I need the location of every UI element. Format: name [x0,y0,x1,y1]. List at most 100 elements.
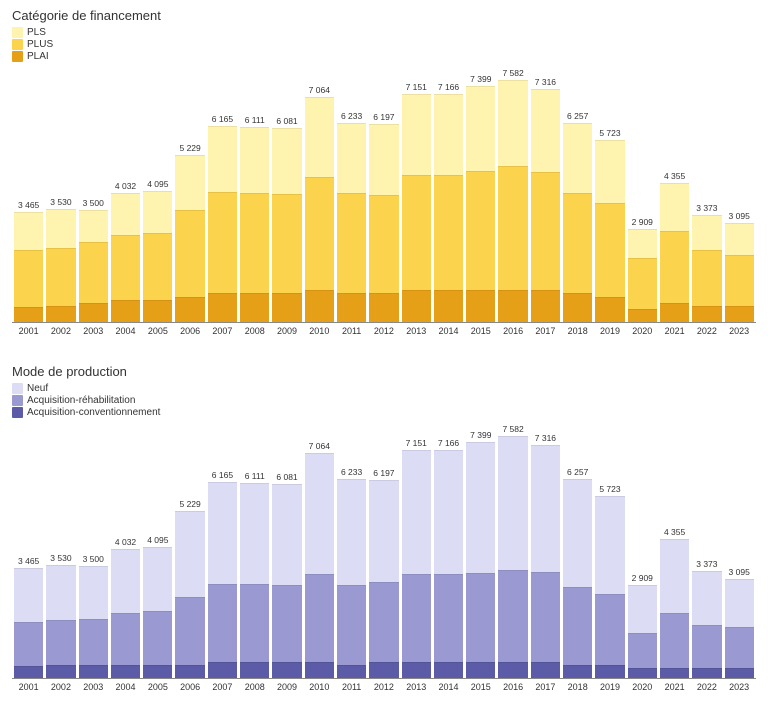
bar-segment [628,585,657,633]
bar-segment [466,171,495,290]
bar-segment [595,496,624,595]
bar-segment [79,242,108,303]
x-tick: 2022 [692,326,721,336]
bar-segment [563,479,592,587]
bar-group: 6 081 [272,484,301,678]
x-tick: 2002 [46,326,75,336]
plot-area: 3 4653 5303 5004 0324 0955 2296 1656 111… [12,424,756,679]
bar-stack [531,89,560,322]
bar-stack [305,97,334,322]
chart-title: Catégorie de financement [12,8,756,23]
x-tick: 2001 [14,326,43,336]
bar-stack [46,565,75,678]
bar-group: 2 909 [628,229,657,322]
bar-segment [402,574,431,662]
bar-group: 3 465 [14,568,43,678]
x-tick: 2013 [402,326,431,336]
bar-segment [498,80,527,166]
x-tick: 2023 [725,326,754,336]
x-tick: 2023 [725,682,754,692]
bar-segment [434,94,463,175]
bar-group: 7 166 [434,450,463,678]
bar-segment [79,566,108,619]
bar-total-label: 7 064 [299,441,339,451]
bar-segment [531,662,560,678]
bar-segment [434,290,463,322]
bar-stack [434,94,463,322]
bar-segment [402,450,431,574]
bar-segment [628,309,657,322]
bar-segment [369,124,398,194]
bar-segment [240,662,269,678]
bar-total-label: 6 081 [267,472,307,482]
bar-total-label: 5 723 [590,484,630,494]
bar-total-label: 5 723 [590,128,630,138]
x-tick: 2021 [660,682,689,692]
bar-stack [563,123,592,322]
bar-segment [143,611,172,665]
x-tick: 2018 [563,326,592,336]
legend-label: PLUS [27,39,53,50]
legend: NeufAcquisition-réhabilitationAcquisitio… [12,383,756,418]
bar-stack [272,484,301,678]
bar-segment [434,574,463,662]
bar-segment [305,574,334,662]
bar-segment [595,594,624,665]
bar-group: 6 111 [240,127,269,322]
bar-segment [143,665,172,678]
bar-stack [175,155,204,322]
bar-total-label: 5 229 [170,499,210,509]
bar-group: 6 165 [208,482,237,679]
bar-stack [14,568,43,678]
bar-segment [402,94,431,175]
bar-stack [725,579,754,678]
bar-segment [531,172,560,290]
bar-stack [692,215,721,323]
x-tick: 2014 [434,682,463,692]
bar-segment [272,293,301,322]
bar-segment [660,303,689,322]
bar-segment [175,597,204,665]
bar-group: 7 151 [402,94,431,322]
bar-segment [111,549,140,613]
legend-swatch [12,39,23,50]
x-tick: 2018 [563,682,592,692]
bar-segment [660,668,689,678]
bar-group: 2 909 [628,585,657,678]
bar-stack [402,450,431,678]
x-tick: 2012 [369,326,398,336]
bar-group: 7 064 [305,453,334,678]
bar-segment [240,483,269,583]
x-tick: 2008 [240,682,269,692]
bar-segment [563,587,592,665]
bar-segment [466,290,495,322]
bar-segment [692,250,721,307]
bar-group: 4 355 [660,539,689,678]
bar-stack [369,480,398,678]
legend-item: PLS [12,27,756,38]
bar-segment [498,570,527,662]
x-tick: 2020 [628,682,657,692]
bar-segment [14,666,43,678]
bar-segment [305,177,334,291]
bar-segment [402,662,431,678]
legend-label: Acquisition-conventionnement [27,407,160,418]
x-tick: 2010 [305,326,334,336]
x-axis: 2001200220032004200520062007200820092010… [12,682,756,692]
bar-total-label: 4 095 [138,179,178,189]
bar-group: 4 355 [660,183,689,322]
bar-segment [79,210,108,242]
bar-segment [175,511,204,597]
bar-segment [337,585,366,666]
bar-segment [272,128,301,193]
bar-group: 6 257 [563,123,592,322]
bar-segment [14,568,43,622]
x-tick: 2012 [369,682,398,692]
bar-stack [111,549,140,678]
bar-group: 6 165 [208,126,237,323]
bar-segment [466,573,495,662]
bar-segment [369,480,398,582]
bar-stack [725,223,754,322]
bar-stack [143,547,172,678]
bar-total-label: 7 316 [525,77,565,87]
